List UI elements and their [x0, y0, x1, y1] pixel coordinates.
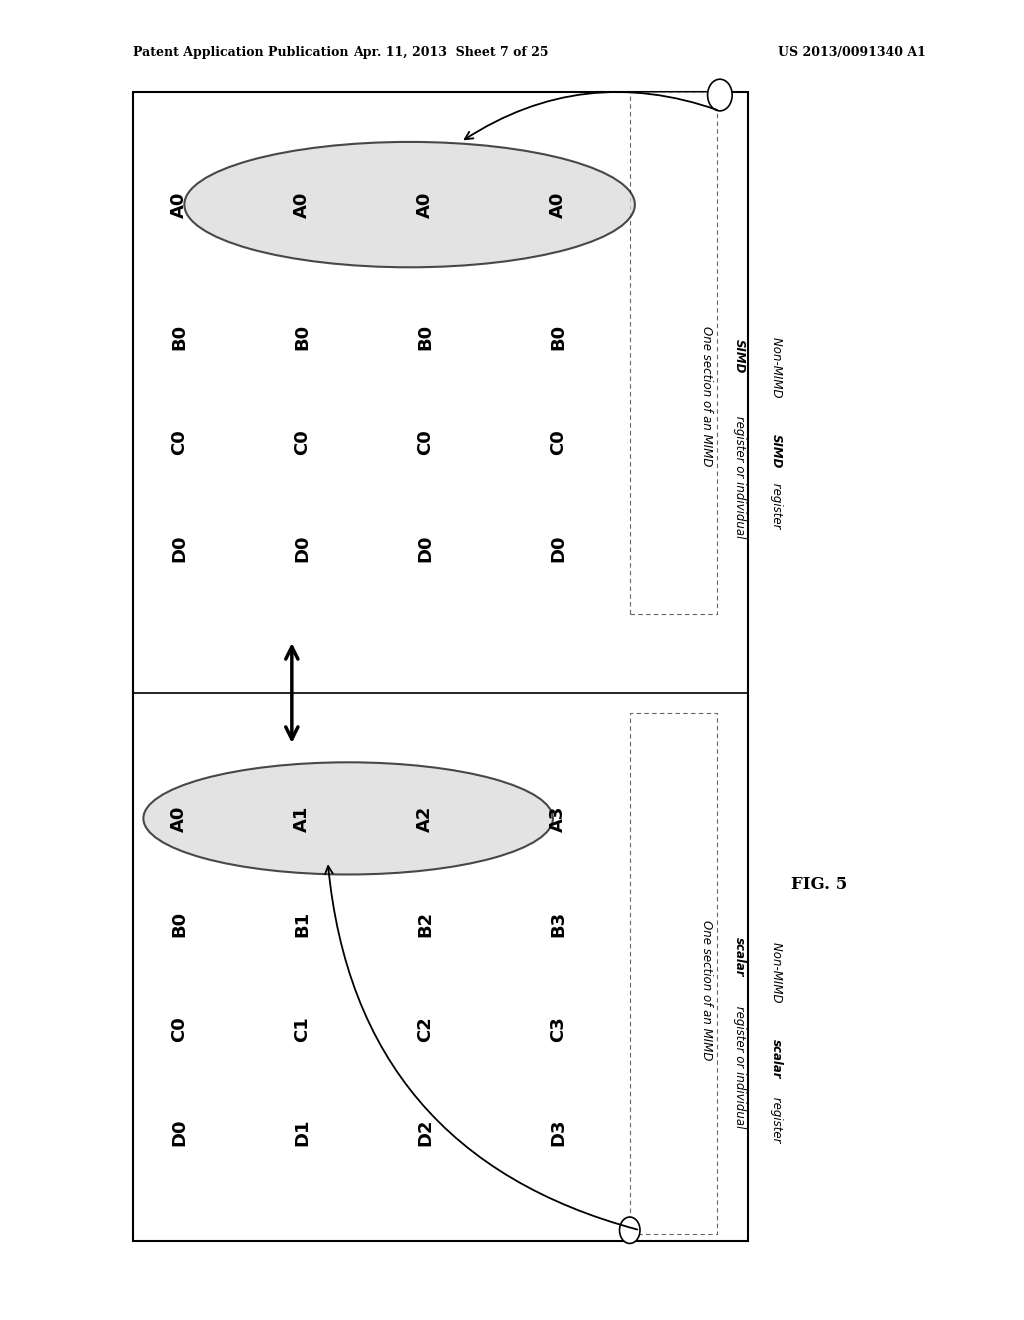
- Text: C0: C0: [170, 429, 188, 455]
- Text: D0: D0: [549, 535, 567, 561]
- Text: register or individual: register or individual: [733, 412, 745, 539]
- Text: US 2013/0091340 A1: US 2013/0091340 A1: [778, 46, 926, 59]
- Text: Non-MIMD: Non-MIMD: [770, 942, 782, 1006]
- Text: scalar: scalar: [770, 1039, 782, 1078]
- Text: A0: A0: [170, 805, 188, 832]
- Text: A3: A3: [549, 805, 567, 832]
- Text: D0: D0: [416, 535, 434, 561]
- Text: C0: C0: [549, 429, 567, 455]
- Text: SIMD: SIMD: [770, 434, 782, 469]
- Text: B0: B0: [170, 911, 188, 937]
- Ellipse shape: [143, 762, 553, 874]
- Text: scalar: scalar: [733, 937, 745, 977]
- Text: Apr. 11, 2013  Sheet 7 of 25: Apr. 11, 2013 Sheet 7 of 25: [353, 46, 548, 59]
- Text: B2: B2: [416, 911, 434, 937]
- Bar: [630, 713, 717, 1234]
- Text: B0: B0: [416, 323, 434, 350]
- Ellipse shape: [184, 143, 635, 268]
- Text: B3: B3: [549, 911, 567, 937]
- Text: register: register: [770, 479, 782, 529]
- Text: B1: B1: [293, 911, 311, 937]
- Text: Non-MIMD: Non-MIMD: [770, 338, 782, 401]
- Text: C0: C0: [170, 1016, 188, 1043]
- Text: A0: A0: [416, 191, 434, 218]
- Text: D1: D1: [293, 1119, 311, 1146]
- Text: register or individual: register or individual: [733, 1002, 745, 1129]
- Text: B0: B0: [170, 323, 188, 350]
- Bar: [630, 92, 717, 614]
- Text: C0: C0: [416, 429, 434, 455]
- Text: B0: B0: [549, 323, 567, 350]
- Text: A0: A0: [170, 191, 188, 218]
- Text: A0: A0: [293, 191, 311, 218]
- Circle shape: [620, 1217, 640, 1243]
- Text: D0: D0: [170, 535, 188, 561]
- Text: B0: B0: [293, 323, 311, 350]
- FancyArrowPatch shape: [325, 866, 637, 1229]
- Text: A0: A0: [549, 191, 567, 218]
- Text: register: register: [770, 1093, 782, 1143]
- Text: D3: D3: [549, 1119, 567, 1146]
- Text: C1: C1: [293, 1016, 311, 1043]
- Text: FIG. 5: FIG. 5: [792, 876, 847, 892]
- Text: C0: C0: [293, 429, 311, 455]
- Text: SIMD: SIMD: [733, 339, 745, 374]
- Text: One section of an MIMD: One section of an MIMD: [700, 920, 713, 1060]
- Text: Patent Application Publication: Patent Application Publication: [133, 46, 348, 59]
- Bar: [133, 92, 748, 1241]
- Text: C3: C3: [549, 1016, 567, 1043]
- Text: D2: D2: [416, 1119, 434, 1146]
- Text: One section of an MIMD: One section of an MIMD: [700, 326, 713, 466]
- Text: C2: C2: [416, 1016, 434, 1043]
- Text: D0: D0: [170, 1119, 188, 1146]
- FancyArrowPatch shape: [465, 92, 717, 140]
- Text: A2: A2: [416, 805, 434, 832]
- Text: A1: A1: [293, 805, 311, 832]
- Circle shape: [708, 79, 732, 111]
- Text: D0: D0: [293, 535, 311, 561]
